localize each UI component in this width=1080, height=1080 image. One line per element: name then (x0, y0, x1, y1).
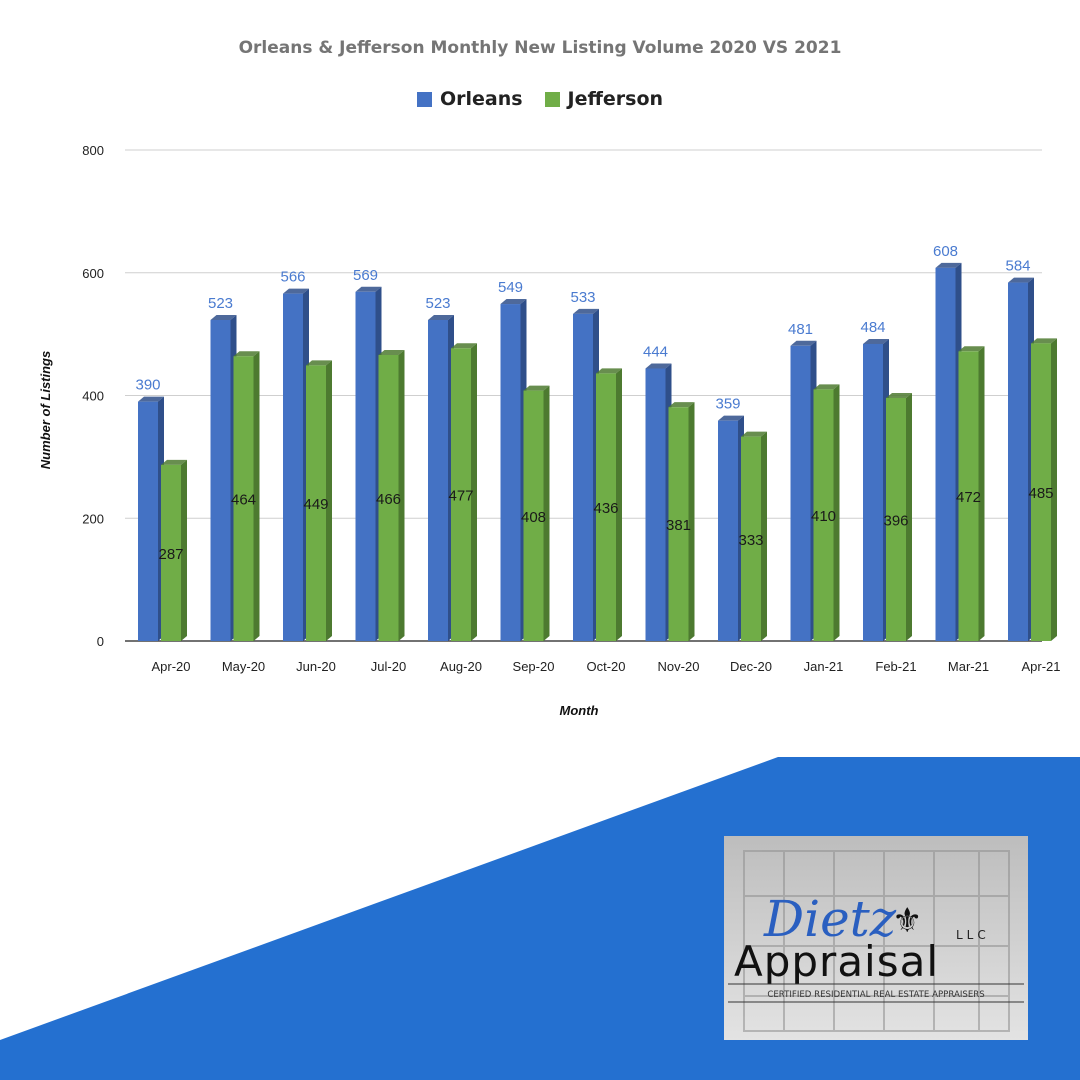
legend-label-jefferson: Jefferson (567, 88, 664, 110)
logo-main-text: Appraisal (734, 937, 939, 986)
logo-script-text: Dietz (763, 890, 897, 948)
logo-tagline: CERTIFIED RESIDENTIAL REAL ESTATE APPRAI… (767, 990, 984, 1000)
legend-label-orleans: Orleans (439, 88, 523, 110)
company-logo: Dietz ⚜ LLC Appraisal CERTIFIED RESIDENT… (724, 836, 1028, 1040)
logo-graphic: Dietz ⚜ LLC Appraisal CERTIFIED RESIDENT… (724, 836, 1028, 1040)
legend-item-jefferson[interactable]: Jefferson (544, 88, 664, 110)
logo-suffix: LLC (956, 928, 990, 942)
building-background (743, 850, 1010, 1032)
chart-title: Orleans & Jefferson Monthly New Listing … (238, 38, 842, 58)
fleur-de-lis-icon: ⚜ (892, 901, 922, 941)
chart-legend: Orleans Jefferson (0, 88, 1080, 110)
legend-swatch-jefferson (544, 91, 560, 107)
legend-swatch-orleans (416, 91, 432, 107)
legend-item-orleans[interactable]: Orleans (416, 88, 523, 110)
